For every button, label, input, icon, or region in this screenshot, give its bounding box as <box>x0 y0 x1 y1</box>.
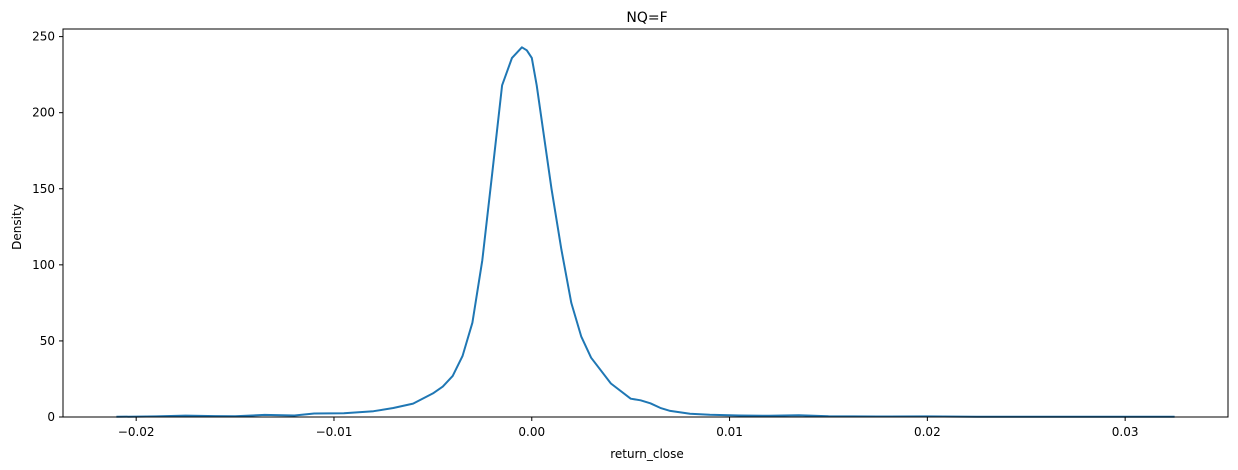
x-tick-label: 0.02 <box>914 425 941 439</box>
x-tick-label: −0.01 <box>316 425 353 439</box>
y-tick-label: 50 <box>40 334 55 348</box>
y-axis: 0 50 100 150 200 250 <box>32 30 63 424</box>
x-tick-label: 0.01 <box>716 425 743 439</box>
density-line <box>116 46 1175 418</box>
plot-area <box>62 28 1229 418</box>
y-tick-label: 200 <box>32 106 55 120</box>
y-axis-label: Density <box>10 204 24 250</box>
x-tick-label: −0.02 <box>118 425 155 439</box>
y-tick-label: 100 <box>32 258 55 272</box>
x-tick-label: 0.03 <box>1112 425 1139 439</box>
plot-frame <box>62 28 1229 418</box>
chart-title: NQ=F <box>626 10 667 26</box>
x-axis: −0.02 −0.01 0.00 0.01 0.02 0.03 <box>118 417 1139 439</box>
x-axis-label: return_close <box>610 447 684 461</box>
y-tick-label: 150 <box>32 182 55 196</box>
x-tick-label: 0.00 <box>518 425 545 439</box>
y-tick-label: 250 <box>32 30 55 44</box>
y-tick-label: 0 <box>47 410 55 424</box>
